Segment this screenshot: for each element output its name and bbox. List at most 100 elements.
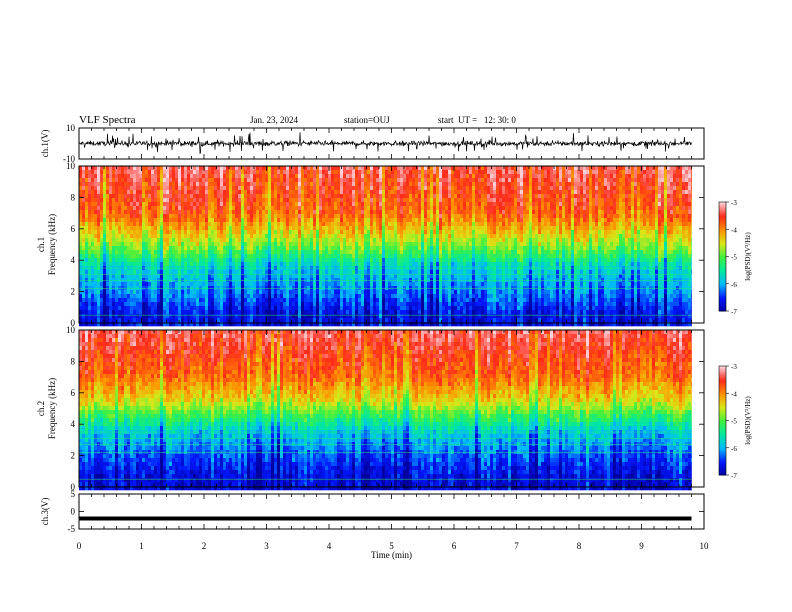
ch1-spectrogram-cell [553, 230, 557, 235]
ch1-spectrogram-cell [127, 242, 131, 247]
ch1-spectrogram-cell [325, 194, 329, 199]
ch1-spectrogram-cell [523, 242, 527, 247]
ch1-spectrogram-cell [409, 186, 413, 191]
ch1-spectrogram-cell [370, 234, 374, 239]
ch1-spectrogram-cell [196, 174, 200, 179]
ch1-spectrogram-cell [109, 218, 113, 223]
ch1-spectrogram-cell [352, 234, 356, 239]
ch1-spectrogram-cell [319, 202, 323, 207]
ch1-spectrogram-cell [637, 238, 641, 243]
ch1-spectrogram-cell [271, 238, 275, 243]
ch1-spectrogram-cell [328, 250, 332, 255]
ch1-spectrogram-cell [574, 190, 578, 195]
ch1-spectrogram-cell [493, 218, 497, 223]
ch1-spectrogram-cell [115, 230, 119, 235]
ch1-spectrogram-cell [685, 182, 689, 187]
ch1-spectrogram-cell [637, 226, 641, 231]
ch1-spectrogram-cell [190, 230, 194, 235]
ch1-spectrogram-cell [439, 174, 443, 179]
ch1-spectrogram-cell [523, 218, 527, 223]
ch1-spectrogram-cell [394, 214, 398, 219]
ch1-spectrogram-cell [412, 202, 416, 207]
ch1-spectrogram-cell [559, 214, 563, 219]
ch1-spectrogram-cell [376, 170, 380, 175]
ch1-spectrogram-cell [130, 258, 134, 263]
ch1-spectrogram-cell [535, 238, 539, 243]
ch1-spectrogram-cell [430, 194, 434, 199]
ch1-spectrogram-cell [652, 178, 656, 183]
ch1-spectrogram-cell [121, 166, 125, 171]
ch1-spectrogram-cell [181, 226, 185, 231]
ch1-spectrogram-cell [493, 254, 497, 259]
ch1-spectrogram-cell [181, 182, 185, 187]
ch1-spectrogram-cell [568, 198, 572, 203]
ch1-spectrogram-cell [178, 246, 182, 251]
ch1-spectrogram-cell [631, 242, 635, 247]
ch1-spectrogram-cell [208, 202, 212, 207]
ch1-spectrogram-cell [454, 218, 458, 223]
ch1-spectrogram-cell [220, 238, 224, 243]
ch1-spectrogram-cell [550, 206, 554, 211]
ch1-spectrogram-cell [136, 230, 140, 235]
ch1-spectrogram-cell [676, 234, 680, 239]
ch1-spectrogram-cell [685, 214, 689, 219]
ch1-spectrogram-cell [382, 218, 386, 223]
ch1-spectrogram-cell [340, 210, 344, 215]
ch1-spectrogram-cell [301, 182, 305, 187]
ch1-spectrogram-cell [586, 230, 590, 235]
ch1-spectrogram-cell [259, 190, 263, 195]
ch1-spectrogram-cell [223, 230, 227, 235]
ch1-spectrogram-cell [367, 166, 371, 171]
ch1-spectrogram-cell [112, 174, 116, 179]
ch1-spectrogram-cell [448, 258, 452, 263]
ch1-spectrogram-cell [538, 206, 542, 211]
ch1-spectrogram-cell [499, 194, 503, 199]
ch1-spectrogram-cell [229, 210, 233, 215]
ch1-spectrogram-cell [424, 234, 428, 239]
ch1-spectrogram-cell [640, 222, 644, 227]
ch1-spectrogram-cell [409, 218, 413, 223]
ch1-spectrogram-cell [688, 166, 692, 171]
ch1-spectrogram-cell [364, 166, 368, 171]
ch1-spectrogram-cell [679, 242, 683, 247]
ch1-spectrogram-cell [517, 182, 521, 187]
ch1-spectrogram-cell [151, 210, 155, 215]
ch1-spectrogram-cell [442, 222, 446, 227]
ch1-spectrogram-cell [661, 246, 665, 251]
ch1-spectrogram-cell [301, 230, 305, 235]
ch1-spectrogram-cell [499, 258, 503, 263]
ch1-spectrogram-cell [148, 174, 152, 179]
ch1-spectrogram-cell [418, 254, 422, 259]
ch1-spectrogram-cell [583, 206, 587, 211]
ch1-spectrogram-cell [223, 246, 227, 251]
ch1-spectrogram-cell [685, 230, 689, 235]
ch1-spectrogram-cell [334, 250, 338, 255]
ch1-spectrogram-cell [106, 174, 110, 179]
ch1-spectrogram-cell [226, 226, 230, 231]
ch1-spectrogram-cell [481, 186, 485, 191]
ch1-spectrogram-cell [388, 226, 392, 231]
ch1-spectrogram-cell [595, 190, 599, 195]
ch1-spectrogram-cell [457, 250, 461, 255]
ch1-spectrogram-cell [124, 222, 128, 227]
ch1-spectrogram-cell [523, 250, 527, 255]
ch1-spectrogram-cell [232, 258, 236, 263]
ch1-spectrogram-cell [421, 182, 425, 187]
ch1-spectrogram-cell [133, 202, 137, 207]
ch1-spectrogram-cell [223, 190, 227, 195]
ch1-spectrogram-cell [124, 210, 128, 215]
ch1-spectrogram-cell [670, 234, 674, 239]
ch1-spectrogram-cell [109, 166, 113, 171]
ch1-spectrogram-cell [436, 178, 440, 183]
ch1-spectrogram-cell [304, 206, 308, 211]
ch1-spectrogram-cell [475, 238, 479, 243]
ch1-spectrogram-cell [634, 238, 638, 243]
ch1-spectrogram-cell [637, 230, 641, 235]
ch1-spectrogram-cell [283, 198, 287, 203]
ch1-spectrogram-cell [553, 242, 557, 247]
ch1-spectrogram-cell [577, 230, 581, 235]
ch1-spectrogram-cell [130, 194, 134, 199]
ch1-spectrogram-cell [184, 226, 188, 231]
ch1-spectrogram-cell [172, 198, 176, 203]
ch1-spectrogram-cell [205, 246, 209, 251]
